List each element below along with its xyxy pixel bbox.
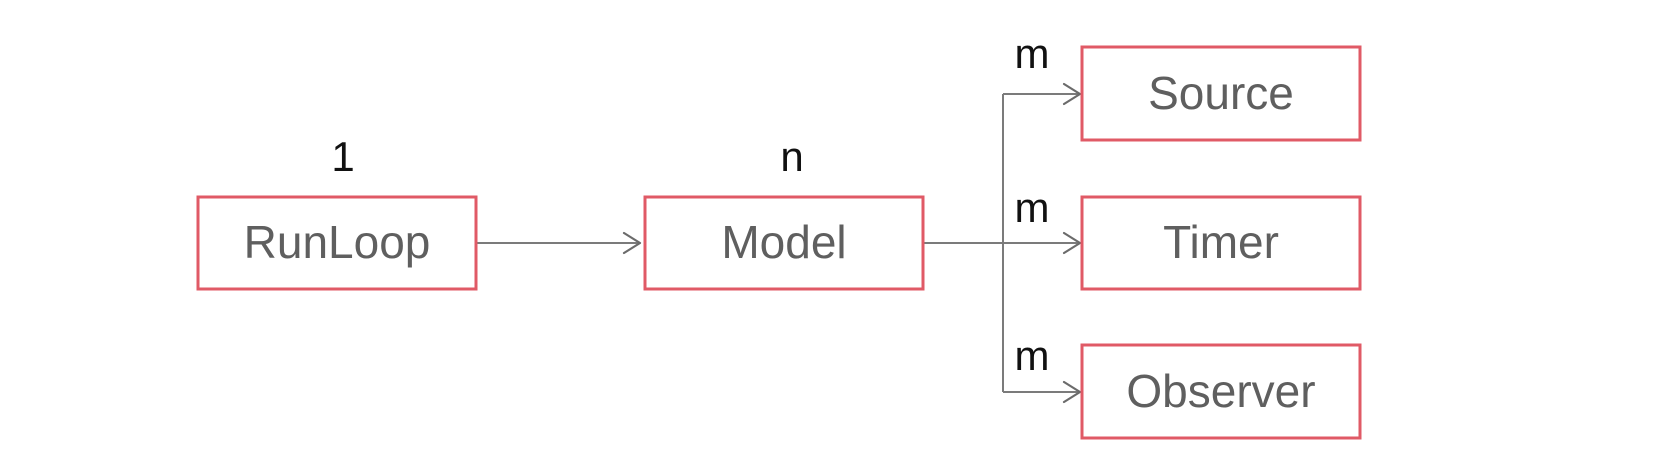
observer-box bbox=[1080, 343, 1362, 440]
node-runloop: RunLoop bbox=[196, 195, 478, 291]
source-box bbox=[1080, 45, 1362, 142]
timer-box bbox=[1080, 195, 1362, 291]
node-observer: Observer bbox=[1080, 343, 1362, 440]
multiplicity-runloop: 1 bbox=[331, 133, 354, 180]
timer-label: Timer bbox=[1163, 216, 1279, 268]
multiplicities: 1 n m m m bbox=[331, 30, 1049, 379]
runloop-box bbox=[196, 195, 478, 291]
runloop-label: RunLoop bbox=[244, 216, 431, 268]
source-label: Source bbox=[1148, 67, 1294, 119]
arrowhead-model bbox=[622, 231, 642, 255]
node-source: Source bbox=[1080, 45, 1362, 142]
model-box bbox=[643, 195, 925, 291]
model-label: Model bbox=[721, 216, 846, 268]
arrowhead-timer bbox=[1062, 231, 1082, 255]
observer-label: Observer bbox=[1126, 365, 1315, 417]
arrowhead-source bbox=[1062, 82, 1082, 106]
multiplicity-source: m bbox=[1015, 30, 1050, 77]
connectors bbox=[476, 82, 1082, 404]
arrowhead-observer bbox=[1062, 380, 1082, 404]
node-timer: Timer bbox=[1080, 195, 1362, 291]
multiplicity-observer: m bbox=[1015, 332, 1050, 379]
node-model: Model bbox=[643, 195, 925, 291]
multiplicity-timer: m bbox=[1015, 184, 1050, 231]
multiplicity-model: n bbox=[780, 133, 803, 180]
